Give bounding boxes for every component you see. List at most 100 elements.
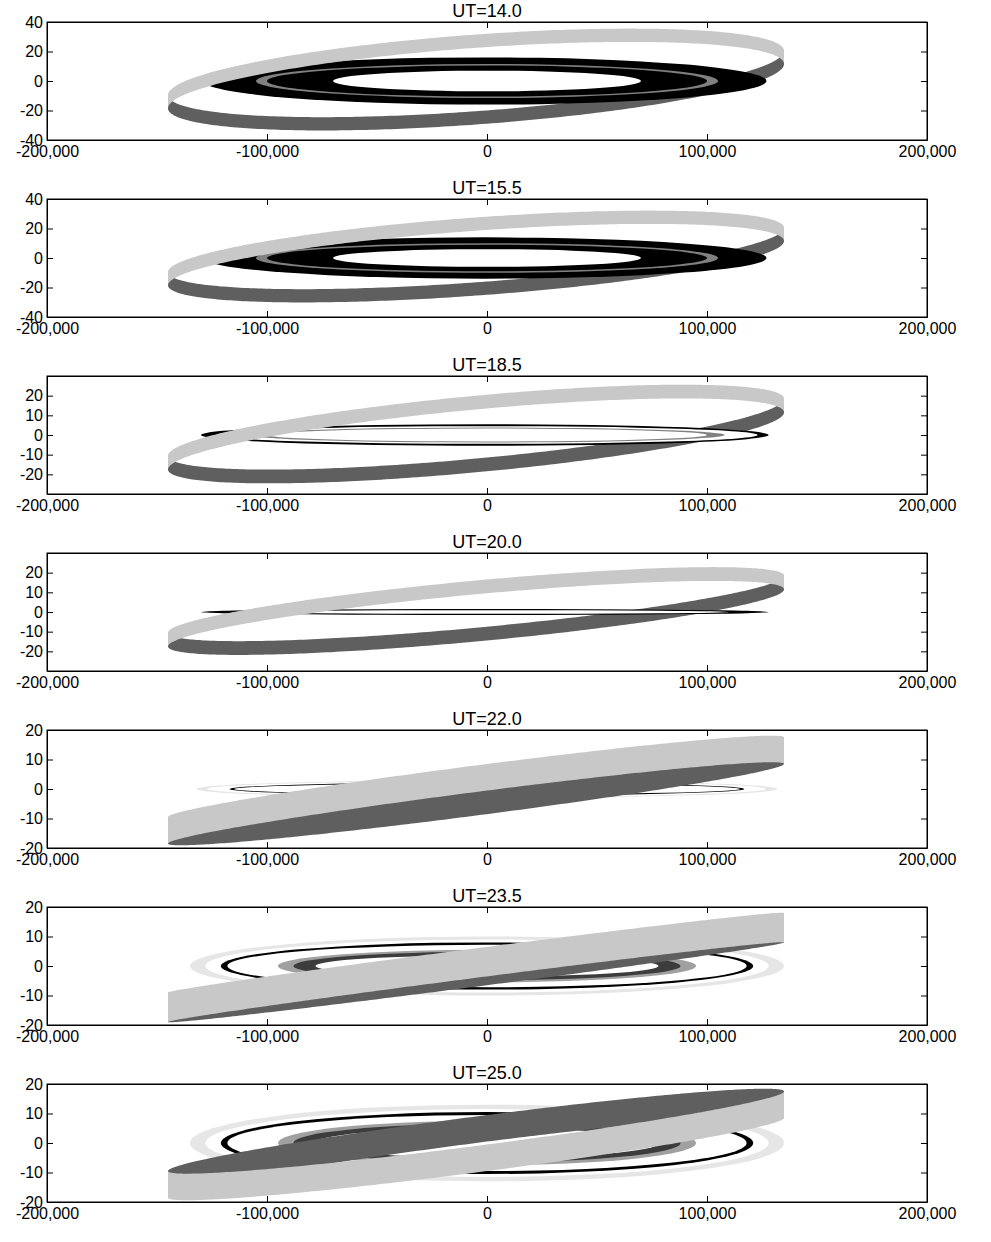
tick-label: 0 bbox=[34, 73, 43, 90]
panel-title: UT=23.5 bbox=[452, 886, 522, 906]
tick bbox=[921, 258, 927, 259]
tick-mark bbox=[921, 937, 927, 938]
tick-mark bbox=[47, 1202, 53, 1203]
panel-title: UT=25.0 bbox=[452, 1063, 522, 1083]
tick-label: 0 bbox=[34, 427, 43, 444]
tick-label: 0 bbox=[483, 320, 492, 337]
tick-mark bbox=[921, 415, 927, 416]
tick bbox=[487, 730, 488, 736]
tick-label: 200,000 bbox=[899, 143, 957, 160]
tick-label: 200,000 bbox=[899, 1028, 957, 1045]
tick bbox=[921, 573, 927, 574]
tick-label: 40 bbox=[25, 191, 43, 208]
plot-area bbox=[168, 567, 784, 655]
tick-label: 20 bbox=[25, 1076, 43, 1093]
tick-mark bbox=[921, 22, 927, 23]
axis-line bbox=[48, 671, 928, 672]
tick bbox=[267, 730, 268, 736]
tick bbox=[487, 22, 488, 28]
tick-label: -40 bbox=[20, 309, 43, 326]
tick-label: 10 bbox=[25, 407, 43, 424]
tick-label: 20 bbox=[25, 899, 43, 916]
tick: 100,000 bbox=[679, 1019, 737, 1045]
tick: -100,000 bbox=[236, 842, 299, 868]
tick: 0 bbox=[483, 488, 492, 514]
panel-title: UT=14.0 bbox=[452, 1, 522, 21]
tick: -40 bbox=[20, 132, 53, 149]
tick: 10 bbox=[25, 928, 53, 945]
tick-label: 10 bbox=[25, 928, 43, 945]
tick: -10 bbox=[20, 623, 53, 640]
tick bbox=[921, 651, 927, 652]
panel: -200,000-100,0000100,000200,000-20-10010… bbox=[16, 532, 957, 691]
y-axis-right bbox=[921, 908, 928, 1026]
tick: -20 bbox=[20, 840, 53, 857]
tick-label: 0 bbox=[483, 1028, 492, 1045]
tick: 20 bbox=[25, 43, 53, 60]
panel: -200,000-100,0000100,000200,000-20-10010… bbox=[16, 709, 957, 868]
tick: 100,000 bbox=[679, 311, 737, 337]
tick-mark bbox=[487, 311, 488, 317]
tick bbox=[707, 199, 708, 205]
tick-label: 0 bbox=[483, 143, 492, 160]
x-axis-top bbox=[48, 553, 928, 559]
tick bbox=[921, 455, 927, 456]
tick-mark bbox=[921, 612, 927, 613]
tick: 0 bbox=[34, 604, 53, 621]
tick-label: 200,000 bbox=[899, 674, 957, 691]
tick-label: -10 bbox=[20, 623, 43, 640]
axis-line bbox=[48, 848, 928, 849]
y-axis: -20-1001020 bbox=[20, 1076, 53, 1211]
tick: 20 bbox=[25, 722, 53, 739]
tick: 0 bbox=[483, 134, 492, 160]
axis-line bbox=[48, 140, 928, 141]
tick bbox=[267, 907, 268, 913]
tick-label: 0 bbox=[34, 250, 43, 267]
tick bbox=[487, 376, 488, 382]
tick-mark bbox=[267, 842, 268, 848]
tick bbox=[267, 22, 268, 28]
tick-mark bbox=[707, 199, 708, 205]
tick bbox=[921, 1202, 927, 1203]
tick-mark bbox=[47, 996, 53, 997]
ring-band bbox=[168, 399, 784, 484]
axis-line bbox=[927, 908, 928, 1026]
tick bbox=[267, 199, 268, 205]
tick-mark bbox=[267, 1019, 268, 1025]
tick-label: -200,000 bbox=[16, 497, 79, 514]
tick: 0 bbox=[483, 311, 492, 337]
tick bbox=[921, 632, 927, 633]
y-axis-right bbox=[921, 23, 928, 141]
ring-band bbox=[168, 567, 784, 646]
tick bbox=[267, 376, 268, 382]
tick-mark bbox=[47, 140, 53, 141]
tick-label: 100,000 bbox=[679, 320, 737, 337]
tick bbox=[267, 553, 268, 559]
tick-mark bbox=[47, 52, 53, 53]
tick: 20 bbox=[25, 220, 53, 237]
tick-mark bbox=[921, 1202, 927, 1203]
tick-mark bbox=[47, 1173, 53, 1174]
tick-mark bbox=[47, 396, 53, 397]
axis-line bbox=[927, 23, 928, 141]
tick bbox=[921, 612, 927, 613]
tick-label: -20 bbox=[20, 1017, 43, 1034]
x-axis: -200,000-100,0000100,000200,000 bbox=[16, 1196, 957, 1222]
panel-title: UT=18.5 bbox=[452, 355, 522, 375]
tick-mark bbox=[47, 199, 53, 200]
x-axis: -200,000-100,0000100,000200,000 bbox=[16, 488, 957, 514]
tick: -20 bbox=[20, 1017, 53, 1034]
tick-mark bbox=[47, 573, 53, 574]
tick: 100,000 bbox=[679, 842, 737, 868]
tick: -100,000 bbox=[236, 1019, 299, 1045]
tick: 0 bbox=[34, 781, 53, 798]
tick: 0 bbox=[34, 958, 53, 975]
tick-mark bbox=[921, 592, 927, 593]
tick: -20 bbox=[20, 1194, 53, 1211]
tick-label: -100,000 bbox=[236, 143, 299, 160]
tick: 0 bbox=[483, 1019, 492, 1045]
tick bbox=[707, 907, 708, 913]
plot-area bbox=[168, 29, 784, 131]
panel: -200,000-100,0000100,000200,000-40-20020… bbox=[16, 178, 957, 337]
tick-mark bbox=[707, 553, 708, 559]
